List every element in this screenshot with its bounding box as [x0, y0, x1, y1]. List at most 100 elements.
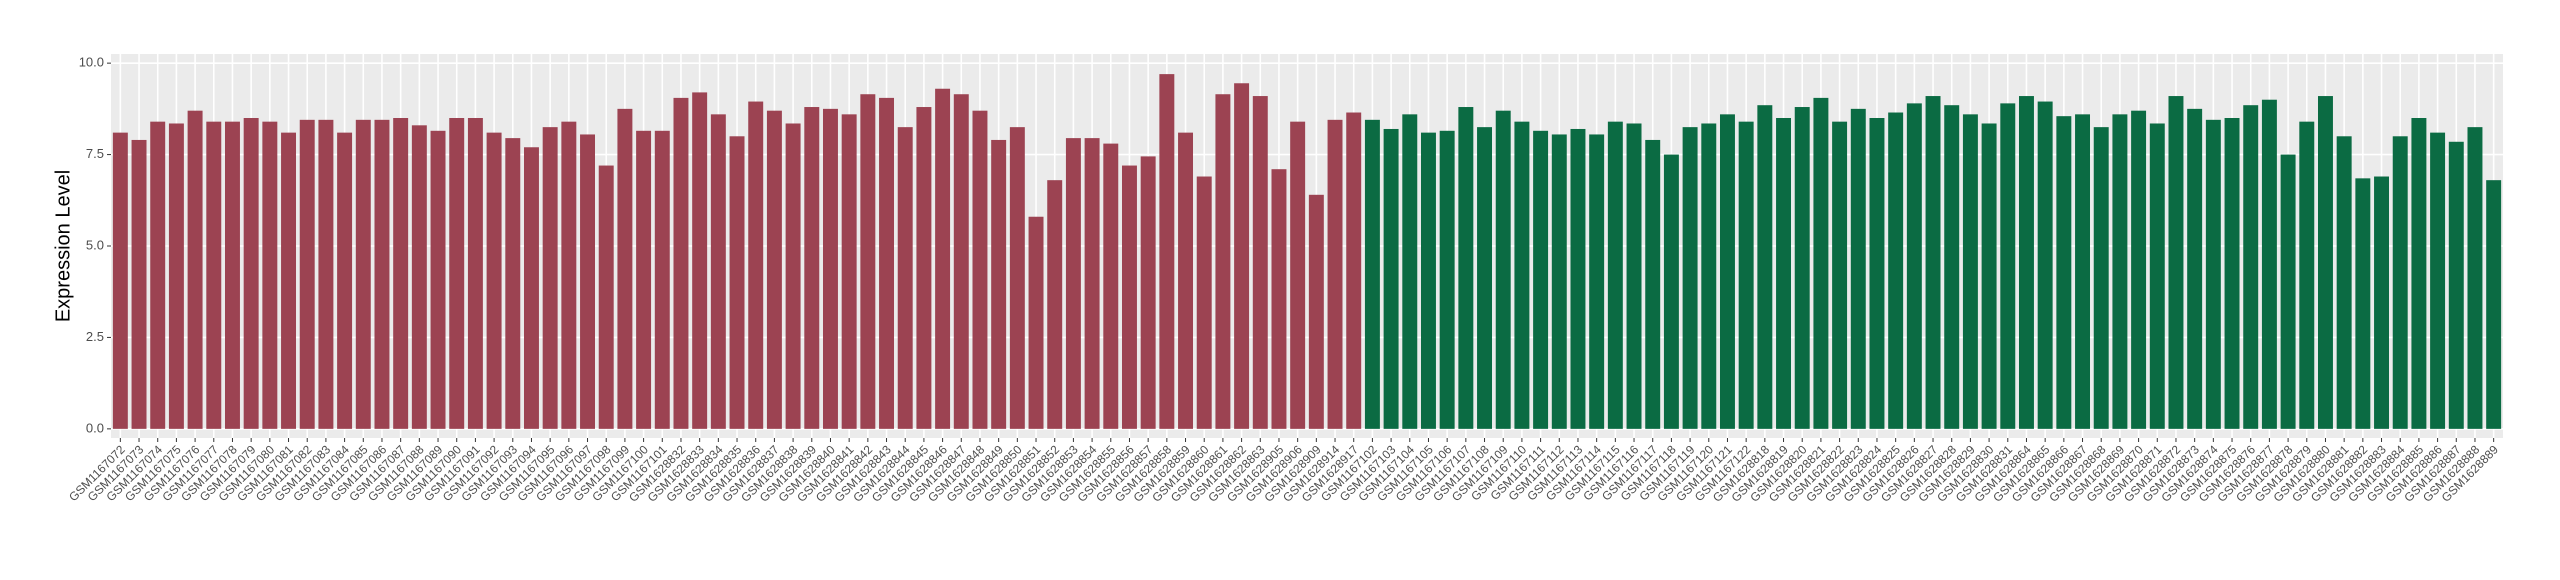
bar [2075, 114, 2091, 429]
bar [1794, 107, 1810, 429]
bar [1533, 130, 1549, 429]
bar [1420, 132, 1436, 429]
bar [580, 134, 596, 429]
bar [1028, 216, 1044, 429]
bar [935, 88, 951, 429]
bar [206, 121, 222, 429]
bar [1271, 169, 1287, 429]
bar [654, 130, 670, 429]
bar [2261, 99, 2277, 429]
bar [523, 147, 539, 429]
bar [692, 92, 708, 429]
bar [337, 132, 353, 429]
bar [2205, 119, 2221, 429]
bar [1252, 96, 1268, 429]
bar [281, 132, 297, 429]
bar [822, 108, 838, 429]
bar [1364, 119, 1380, 429]
bar [224, 121, 240, 429]
bar [1159, 74, 1175, 429]
bar [1813, 97, 1829, 429]
y-tick-label: 0.0 [86, 420, 104, 435]
bar [299, 119, 315, 429]
bar [2000, 103, 2016, 429]
bar [2299, 121, 2315, 429]
bar [1607, 121, 1623, 429]
bar [1663, 154, 1679, 429]
bar [2280, 154, 2296, 429]
bar [486, 132, 502, 429]
bar [1477, 127, 1493, 429]
bar [505, 138, 521, 429]
bar [879, 97, 895, 429]
y-axis-title: Expression Level [52, 170, 74, 322]
bar [187, 110, 203, 429]
bar [2243, 105, 2259, 429]
bar [168, 123, 184, 429]
bar [2131, 110, 2147, 429]
bar [841, 114, 857, 429]
bar [561, 121, 577, 429]
bar [1776, 118, 1792, 429]
bar [2149, 123, 2165, 429]
bar [1738, 121, 1754, 429]
bar [430, 130, 446, 429]
bar [2317, 96, 2333, 429]
bar [2112, 114, 2128, 429]
bar [467, 118, 483, 429]
bar [1178, 132, 1194, 429]
bar [2224, 118, 2240, 429]
bar [1290, 121, 1306, 429]
bar [1888, 112, 1904, 429]
bar [617, 108, 633, 429]
bar [1962, 114, 1978, 429]
bar [916, 107, 932, 429]
bar [1701, 123, 1717, 429]
bar [1065, 138, 1081, 429]
bar [860, 94, 876, 429]
bar [1121, 165, 1137, 429]
bar [897, 127, 913, 429]
bar [2336, 136, 2352, 429]
bar [991, 139, 1007, 429]
bar [1215, 94, 1231, 429]
bar [1047, 180, 1063, 429]
bar [2018, 96, 2034, 429]
bar [1925, 96, 1941, 429]
bar [262, 121, 278, 429]
bar [2374, 176, 2390, 429]
bar [1589, 134, 1605, 429]
bar [1832, 121, 1848, 429]
bar [112, 132, 128, 429]
bar [449, 118, 465, 429]
bar [1009, 127, 1025, 429]
bar [1084, 138, 1100, 429]
bar [2392, 136, 2408, 429]
bar [598, 165, 614, 429]
bar [1570, 128, 1586, 429]
bar [729, 136, 745, 429]
bar [1682, 127, 1698, 429]
bar [393, 118, 409, 429]
bar [766, 110, 782, 429]
bar [2411, 118, 2427, 429]
bar [1906, 103, 1922, 429]
bar [953, 94, 969, 429]
y-tick-label: 10.0 [79, 55, 104, 70]
bar [374, 119, 390, 429]
bar [1308, 194, 1324, 429]
bar [411, 125, 427, 429]
bar [1439, 130, 1455, 429]
bar [636, 130, 652, 429]
bar [1234, 83, 1250, 429]
bar [1850, 108, 1866, 429]
bar [1514, 121, 1530, 429]
bar [1458, 107, 1474, 429]
bar [150, 121, 166, 429]
bar [243, 118, 259, 429]
bar [2486, 180, 2502, 429]
bar [785, 123, 801, 429]
bar [1944, 105, 1960, 429]
bar [2037, 101, 2053, 429]
